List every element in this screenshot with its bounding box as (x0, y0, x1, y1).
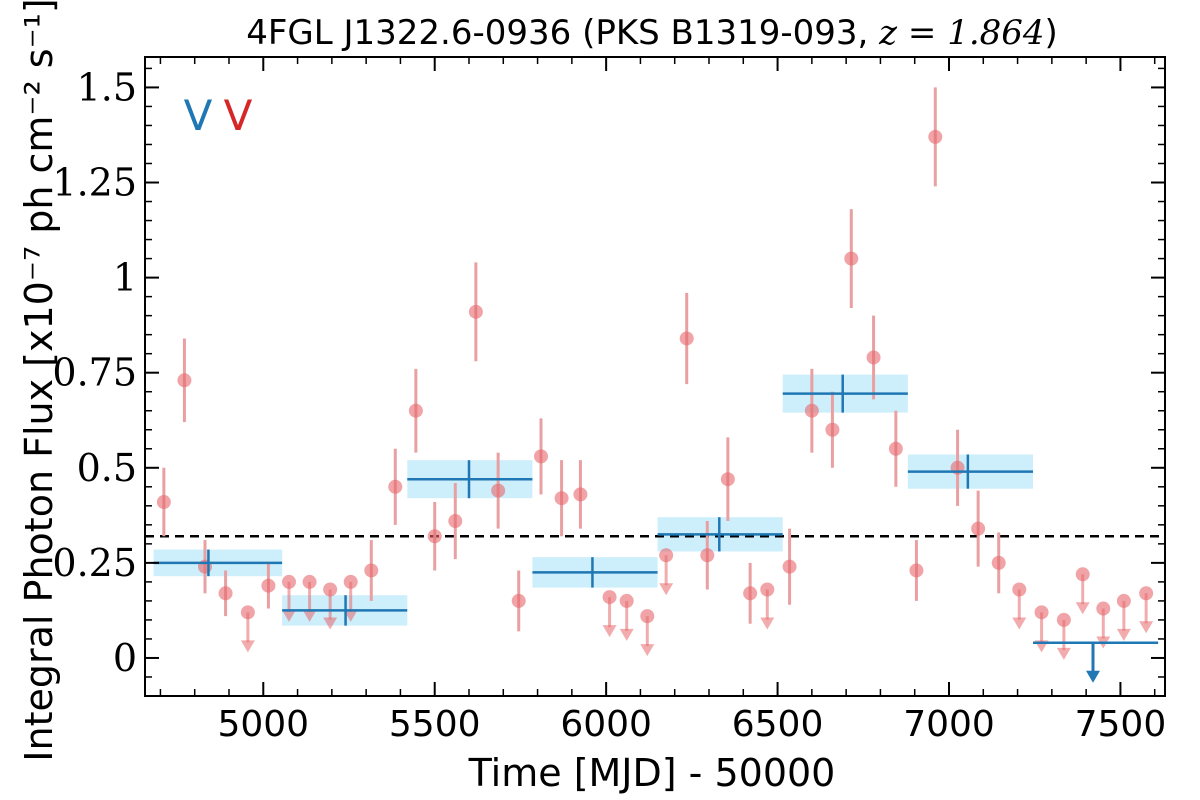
y-axis-ticks: 0 0.25 0.5 0.75 1 1.25 1.5 (52, 65, 1165, 680)
y-tick-label-0: 0 (113, 636, 137, 680)
title-suffix: ) (1045, 13, 1058, 53)
short-upper-limit-4-head (240, 640, 255, 653)
short-upper-limit-43-head (1056, 647, 1071, 660)
short-point-9 (343, 574, 358, 589)
short-point-41 (1012, 582, 1027, 597)
short-point-35 (888, 441, 903, 456)
short-point-40 (991, 555, 1006, 570)
short-point-10 (364, 563, 379, 578)
short-point-39 (971, 521, 986, 536)
long-bin-upper-limit-7-head (1086, 670, 1100, 683)
short-point-19 (554, 491, 569, 506)
short-upper-limit-24-head (659, 583, 674, 596)
short-upper-limit-44-head (1075, 602, 1090, 615)
short-point-27 (720, 472, 735, 487)
long-bin-bands (153, 374, 1033, 626)
short-errorbars (162, 87, 1154, 660)
title-prefix: 4FGL J1322.6-0936 (PKS B1319-093, (246, 13, 879, 53)
title-redshift: z = 1.864 (878, 13, 1044, 53)
short-point-32 (825, 422, 840, 437)
y-tick-label-2: 0.5 (77, 446, 137, 490)
short-point-24 (659, 548, 674, 563)
short-point-1 (177, 373, 192, 388)
short-point-5 (261, 578, 276, 593)
short-upper-limit-21-head (602, 625, 617, 638)
short-point-43 (1056, 612, 1071, 627)
short-point-28 (743, 586, 758, 601)
short-point-29 (760, 582, 775, 597)
short-point-18 (534, 449, 548, 464)
short-upper-limit-7-head (302, 609, 317, 622)
short-point-11 (388, 479, 403, 494)
short-point-42 (1034, 605, 1049, 620)
short-upper-limit-47-head (1139, 621, 1154, 634)
legend-marker-0: V (184, 91, 213, 140)
x-axis-label: Time [MJD] - 50000 (468, 751, 836, 795)
short-point-6 (282, 574, 296, 589)
short-point-3 (218, 586, 233, 601)
short-upper-limit-29-head (760, 617, 775, 630)
short-upper-limit-23-head (640, 644, 655, 657)
plot-frame (144, 56, 1166, 697)
y-tick-label-5: 1.25 (52, 161, 137, 205)
short-point-0 (156, 495, 171, 510)
x-tick-label-4: 7000 (903, 704, 995, 745)
short-upper-limit-9-head (343, 609, 358, 622)
short-point-16 (491, 483, 506, 498)
short-point-46 (1116, 593, 1131, 608)
y-tick-label-6: 1.5 (77, 65, 137, 109)
x-tick-label-3: 6500 (732, 704, 824, 745)
short-point-12 (408, 403, 423, 418)
short-upper-limit-22-head (619, 628, 634, 641)
short-upper-limit-6-head (282, 609, 296, 622)
y-tick-label-4: 1 (113, 256, 137, 300)
short-point-33 (844, 251, 859, 266)
long-bin-marks (153, 374, 1159, 683)
short-point-26 (700, 548, 715, 563)
x-tick-label-1: 5500 (389, 704, 481, 745)
short-point-20 (573, 487, 588, 502)
short-point-25 (679, 331, 694, 346)
short-point-22 (619, 593, 634, 608)
short-point-44 (1075, 567, 1090, 582)
x-tick-label-2: 6000 (560, 704, 652, 745)
x-axis-ticks: 5000 5500 6000 6500 7000 7500 (159, 57, 1167, 745)
short-point-15 (468, 304, 483, 319)
short-point-37 (928, 129, 943, 144)
legend-marker-1: V (224, 91, 253, 140)
short-point-21 (602, 590, 617, 605)
short-upper-limit-46-head (1116, 628, 1131, 641)
short-upper-limit-8-head (323, 617, 338, 630)
x-tick-label-5: 7500 (1075, 704, 1167, 745)
short-point-23 (640, 609, 655, 624)
y-tick-label-1: 0.25 (52, 541, 137, 585)
short-point-30 (782, 559, 797, 574)
short-point-45 (1096, 601, 1111, 616)
short-point-8 (323, 582, 338, 597)
short-point-17 (511, 593, 526, 608)
x-tick-label-0: 5000 (217, 704, 309, 745)
short-point-36 (909, 563, 924, 578)
short-upper-limit-41-head (1012, 617, 1027, 630)
y-axis-label: Integral Photon Flux [x10⁻⁷ ph cm⁻² s⁻¹] (17, 0, 61, 762)
short-point-14 (448, 514, 463, 529)
short-point-7 (302, 574, 317, 589)
short-point-4 (240, 605, 255, 620)
short-point-34 (866, 350, 881, 365)
y-tick-label-3: 0.75 (52, 351, 137, 395)
short-point-13 (427, 529, 442, 544)
short-points (156, 129, 1154, 627)
chart-title: 4FGL J1322.6-0936 (PKS B1319-093, z = 1.… (246, 13, 1058, 53)
short-point-47 (1139, 586, 1154, 601)
short-point-31 (804, 403, 819, 418)
